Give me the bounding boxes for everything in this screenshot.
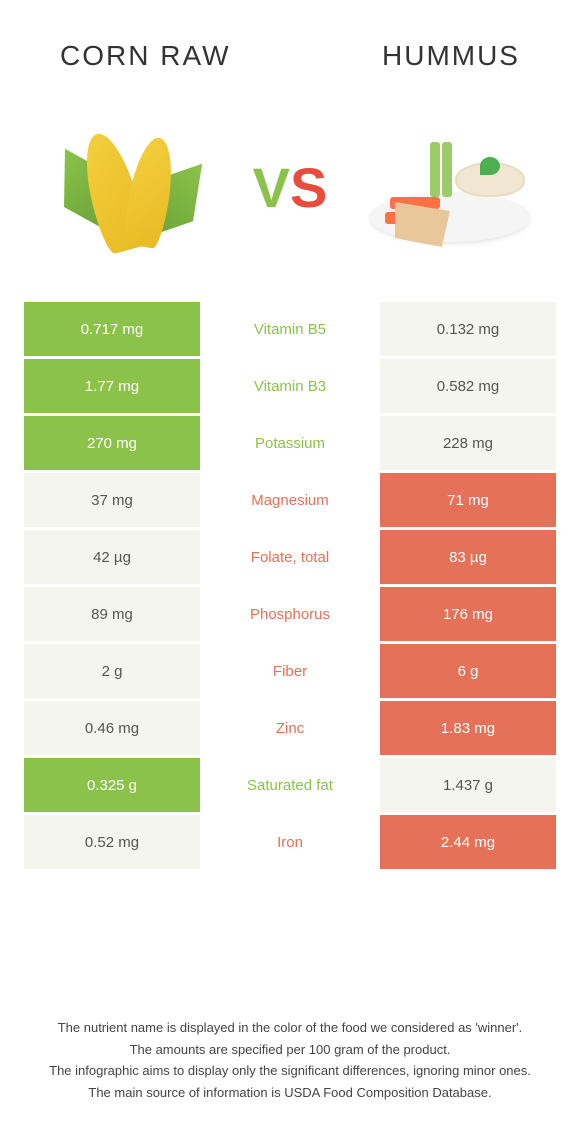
left-value: 2 g (24, 644, 200, 698)
nutrient-label: Saturated fat (200, 758, 380, 812)
left-value: 37 mg (24, 473, 200, 527)
footer-line: The nutrient name is displayed in the co… (20, 1018, 560, 1038)
right-title: HUMMUS (382, 40, 520, 72)
table-row: 37 mgMagnesium71 mg (24, 473, 556, 527)
right-value: 228 mg (380, 416, 556, 470)
nutrient-label: Zinc (200, 701, 380, 755)
left-value: 89 mg (24, 587, 200, 641)
right-value: 71 mg (380, 473, 556, 527)
left-value: 0.717 mg (24, 302, 200, 356)
nutrient-label: Magnesium (200, 473, 380, 527)
footer-line: The main source of information is USDA F… (20, 1083, 560, 1103)
left-value: 0.325 g (24, 758, 200, 812)
table-row: 0.46 mgZinc1.83 mg (24, 701, 556, 755)
right-value: 2.44 mg (380, 815, 556, 869)
vs-v-letter: V (253, 156, 290, 219)
table-row: 42 µgFolate, total83 µg (24, 530, 556, 584)
left-value: 1.77 mg (24, 359, 200, 413)
nutrient-label: Fiber (200, 644, 380, 698)
right-value: 83 µg (380, 530, 556, 584)
right-value: 0.132 mg (380, 302, 556, 356)
right-value: 176 mg (380, 587, 556, 641)
right-value: 1.437 g (380, 758, 556, 812)
left-value: 42 µg (24, 530, 200, 584)
footer-line: The amounts are specified per 100 gram o… (20, 1040, 560, 1060)
hummus-image (360, 112, 540, 262)
nutrient-label: Vitamin B3 (200, 359, 380, 413)
nutrient-label: Iron (200, 815, 380, 869)
nutrient-label: Potassium (200, 416, 380, 470)
table-row: 0.717 mgVitamin B50.132 mg (24, 302, 556, 356)
nutrient-label: Phosphorus (200, 587, 380, 641)
left-value: 0.46 mg (24, 701, 200, 755)
footer-notes: The nutrient name is displayed in the co… (20, 1018, 560, 1104)
corn-image (40, 112, 220, 262)
table-row: 89 mgPhosphorus176 mg (24, 587, 556, 641)
nutrient-table: 0.717 mgVitamin B50.132 mg1.77 mgVitamin… (24, 302, 556, 869)
table-row: 0.325 gSaturated fat1.437 g (24, 758, 556, 812)
right-value: 0.582 mg (380, 359, 556, 413)
table-row: 0.52 mgIron2.44 mg (24, 815, 556, 869)
image-row: VS (20, 102, 560, 302)
vs-s-letter: S (290, 156, 327, 219)
table-row: 2 gFiber6 g (24, 644, 556, 698)
left-value: 270 mg (24, 416, 200, 470)
right-value: 6 g (380, 644, 556, 698)
right-value: 1.83 mg (380, 701, 556, 755)
nutrient-label: Vitamin B5 (200, 302, 380, 356)
table-row: 270 mgPotassium228 mg (24, 416, 556, 470)
footer-line: The infographic aims to display only the… (20, 1061, 560, 1081)
nutrient-label: Folate, total (200, 530, 380, 584)
left-value: 0.52 mg (24, 815, 200, 869)
header-row: CORN RAW HUMMUS (20, 20, 560, 102)
vs-badge: VS (253, 155, 328, 220)
left-title: CORN RAW (60, 40, 231, 72)
table-row: 1.77 mgVitamin B30.582 mg (24, 359, 556, 413)
